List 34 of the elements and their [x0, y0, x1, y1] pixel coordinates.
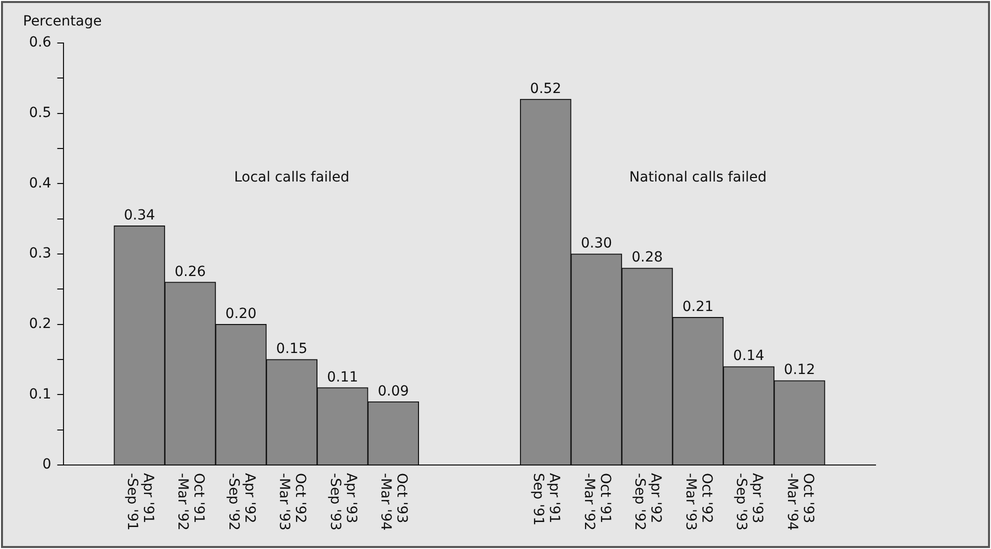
data-label: 0.11 — [326, 369, 358, 386]
annotation: Local calls failed — [234, 170, 350, 186]
annotation: National calls failed — [629, 170, 767, 186]
data-label: 0.28 — [632, 250, 663, 266]
data-label: 0.14 — [733, 348, 764, 364]
data-label: 0.30 — [580, 236, 612, 252]
y-tick-label: 0 — [42, 456, 52, 473]
y-tick-label: 0.5 — [29, 104, 52, 121]
data-label: 0.15 — [276, 341, 308, 358]
data-label: 0.34 — [124, 208, 156, 224]
x-tick-label: Apr '92 -Sep '92 — [225, 473, 258, 531]
x-tick-label: Oct '93 -Mar '94 — [378, 473, 410, 531]
y-tick-label: 0.2 — [29, 316, 52, 332]
data-label: 0.20 — [225, 306, 257, 322]
y-tick-label: 0.4 — [29, 175, 52, 192]
y-tick-label: 0.3 — [29, 246, 52, 262]
data-label: 0.12 — [784, 362, 816, 378]
x-tick-label: Apr '93 -Sep '93 — [733, 473, 766, 531]
x-tick-label: Oct '92 -Mar '93 — [276, 473, 308, 531]
x-tick-label: Oct '92 -Mar '93 — [682, 473, 714, 531]
y-tick-label: 0.6 — [29, 34, 52, 51]
x-tick-label: Oct '91 -Mar '92 — [580, 473, 613, 531]
x-tick-label: Apr '91 -Sep '91 — [124, 473, 156, 531]
x-tick-label: Oct '93 -Mar '94 — [784, 473, 816, 531]
x-tick-label: Apr '92 -Sep '92 — [632, 473, 664, 531]
y-axis-title: Percentage — [23, 14, 102, 30]
data-label: 0.09 — [378, 383, 409, 400]
y-tick-label: 0.1 — [29, 386, 52, 402]
data-label: 0.52 — [530, 80, 562, 97]
data-label: 0.21 — [682, 298, 714, 315]
x-tick-label: Apr '91 Sep '91 — [530, 473, 562, 526]
x-tick-label: Apr '93 -Sep '93 — [326, 473, 359, 531]
data-label: 0.26 — [174, 264, 206, 280]
x-tick-label: Oct '91 -Mar '92 — [174, 473, 207, 531]
